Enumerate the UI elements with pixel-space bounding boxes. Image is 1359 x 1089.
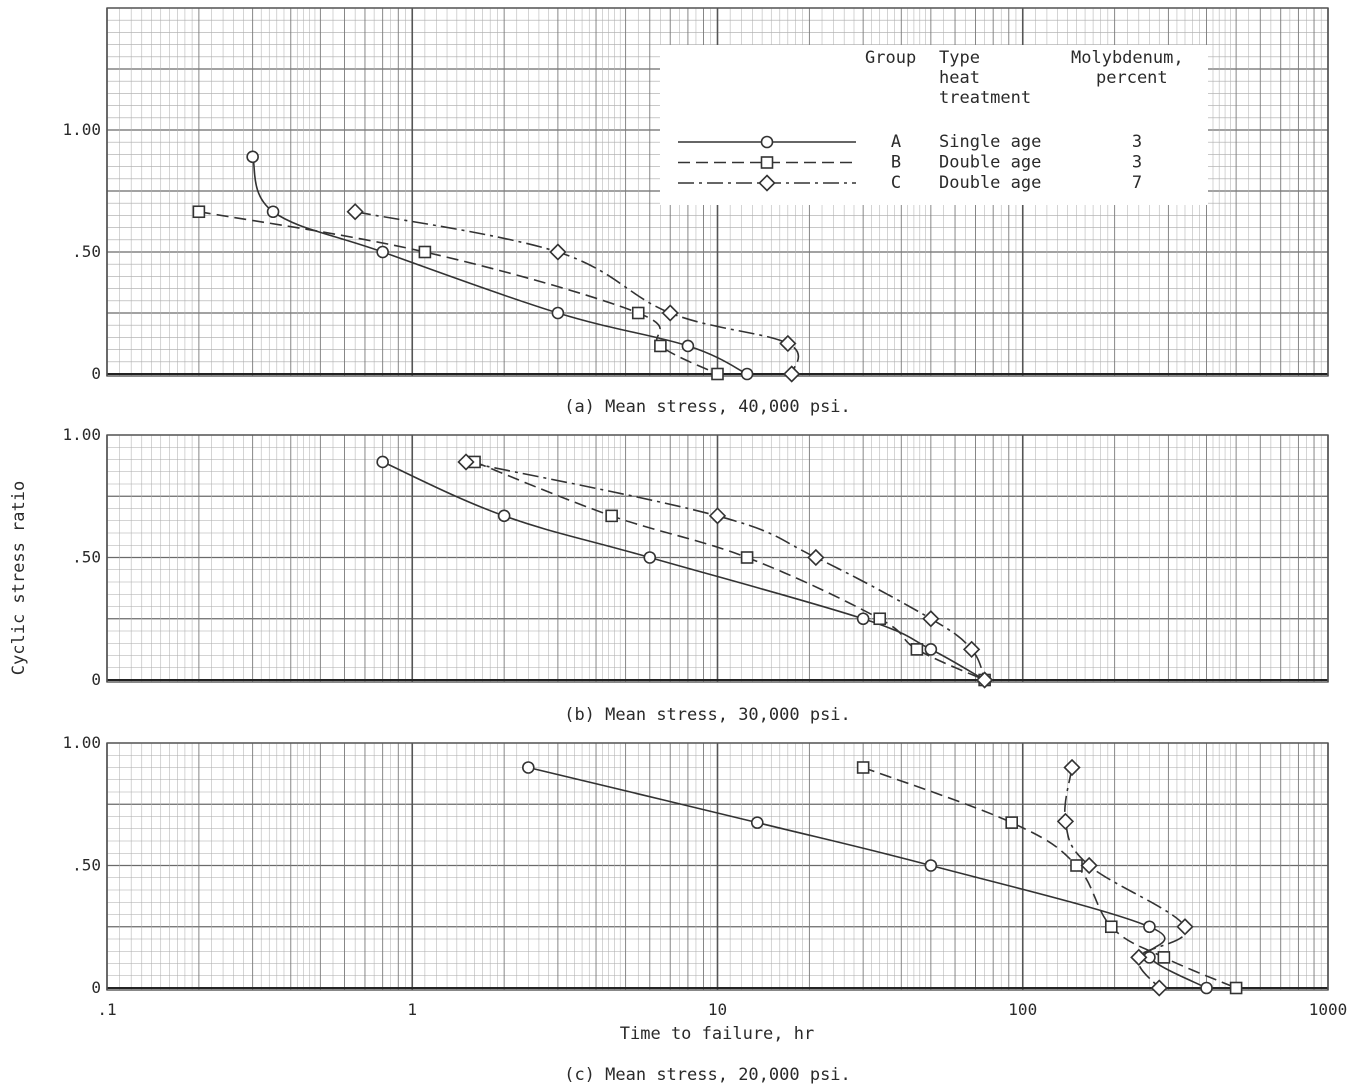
y-tick-label: 1.00 xyxy=(62,425,101,444)
x-tick-label: .1 xyxy=(97,1000,116,1019)
panel-caption: (a) Mean stress, 40,000 psi. xyxy=(564,397,851,417)
legend-header: Molybdenum, xyxy=(1071,48,1184,68)
legend-header: heat xyxy=(939,68,980,88)
legend-moly: 3 xyxy=(1132,132,1142,152)
data-point-a xyxy=(1143,920,1156,934)
data-point-b xyxy=(1229,981,1243,995)
y-tick-label: 0 xyxy=(91,978,101,997)
data-point-c xyxy=(661,304,679,322)
legend-moly: 7 xyxy=(1132,173,1142,193)
data-point-c xyxy=(975,671,994,689)
data-point-c xyxy=(457,453,475,471)
data-point-b xyxy=(418,245,432,259)
x-tick-label: 10 xyxy=(708,1000,727,1019)
data-point-a xyxy=(497,509,511,523)
y-tick-label: 1.00 xyxy=(62,733,101,752)
y-tick-label: 0 xyxy=(91,364,101,383)
legend-marker-b xyxy=(760,156,774,169)
x-axis-label: Time to failure, hr xyxy=(620,1024,814,1044)
legend-header: percent xyxy=(1096,68,1168,88)
data-point-c xyxy=(962,640,981,659)
data-point-c xyxy=(1063,758,1081,777)
legend-marker-a xyxy=(760,135,774,149)
legend-group: C xyxy=(891,173,901,193)
data-point-c xyxy=(779,334,797,353)
data-point-c xyxy=(1176,918,1194,936)
data-point-a xyxy=(750,816,764,829)
data-point-a xyxy=(740,367,754,381)
series-group xyxy=(192,150,801,383)
series-group xyxy=(522,758,1243,997)
data-point-a xyxy=(246,150,259,164)
data-point-a xyxy=(924,643,938,656)
plot-frame xyxy=(106,742,1329,991)
data-point-a xyxy=(376,245,389,259)
series-group xyxy=(376,453,994,689)
data-point-c xyxy=(1130,948,1148,967)
data-point-c xyxy=(783,365,801,383)
panel-caption: (c) Mean stress, 20,000 psi. xyxy=(564,1065,851,1085)
data-point-b xyxy=(740,551,754,564)
data-point-a xyxy=(376,455,389,469)
legend-box xyxy=(660,45,1208,205)
x-tick-label: 100 xyxy=(1008,1000,1037,1019)
data-point-a xyxy=(856,612,870,626)
data-point-b xyxy=(1005,816,1018,829)
legend-header: Type xyxy=(939,48,980,68)
y-tick-label: .50 xyxy=(72,856,101,875)
y-axis-label: Cyclic stress ratio xyxy=(9,481,29,675)
legend-type: Double age xyxy=(939,173,1041,193)
legend-marker-c xyxy=(758,174,776,192)
series-line-b xyxy=(474,461,985,681)
data-point-c xyxy=(346,203,364,221)
legend-header: treatment xyxy=(939,88,1031,108)
data-point-b xyxy=(631,306,645,320)
series-line-c xyxy=(1063,767,1187,989)
data-point-b xyxy=(192,205,206,219)
data-point-a xyxy=(924,859,938,872)
y-tick-label: 0 xyxy=(91,670,101,689)
legend-type: Single age xyxy=(939,132,1041,152)
y-tick-label: .50 xyxy=(72,548,101,567)
legend-header: Group xyxy=(865,48,916,68)
data-point-b xyxy=(1157,951,1171,964)
series-line-b xyxy=(862,766,1237,989)
legend-group: A xyxy=(891,132,901,152)
data-point-a xyxy=(643,551,657,564)
panel-c: 0 .50 1.00 (c) Mean stress, 20,000 psi. xyxy=(62,733,1329,1085)
panel-caption: (b) Mean stress, 30,000 psi. xyxy=(564,705,851,725)
x-tick-label: 1000 xyxy=(1309,1000,1348,1019)
legend-type: Double age xyxy=(939,153,1041,173)
data-point-b xyxy=(605,509,618,523)
data-point-a xyxy=(1200,981,1213,995)
data-point-c xyxy=(1150,979,1168,997)
data-point-a xyxy=(681,339,695,353)
data-point-b xyxy=(1070,859,1083,872)
data-point-c xyxy=(549,243,567,261)
data-point-a xyxy=(522,761,535,774)
data-point-b xyxy=(910,643,924,656)
series-line-c xyxy=(465,461,986,681)
data-point-b xyxy=(654,339,667,353)
legend-moly: 3 xyxy=(1132,153,1142,173)
y-tick-label: 1.00 xyxy=(62,120,101,139)
series-line-b xyxy=(198,210,718,375)
data-point-c xyxy=(922,610,940,628)
data-point-c xyxy=(708,507,727,525)
data-point-c xyxy=(1080,856,1098,875)
panel-b: 0 .50 1.00 (b) Mean stress, 30,000 psi. xyxy=(62,425,1329,725)
data-point-c xyxy=(1056,812,1075,831)
plot-frame xyxy=(106,434,1329,683)
data-point-b xyxy=(856,761,870,774)
data-point-b xyxy=(873,612,887,626)
legend-group: B xyxy=(891,153,901,173)
data-point-b xyxy=(1104,920,1118,934)
y-tick-label: .50 xyxy=(72,242,101,261)
data-point-c xyxy=(807,548,825,567)
x-tick-label: 1 xyxy=(407,1000,417,1019)
data-point-b xyxy=(711,367,724,381)
data-point-a xyxy=(266,205,280,219)
data-point-a xyxy=(551,306,565,320)
